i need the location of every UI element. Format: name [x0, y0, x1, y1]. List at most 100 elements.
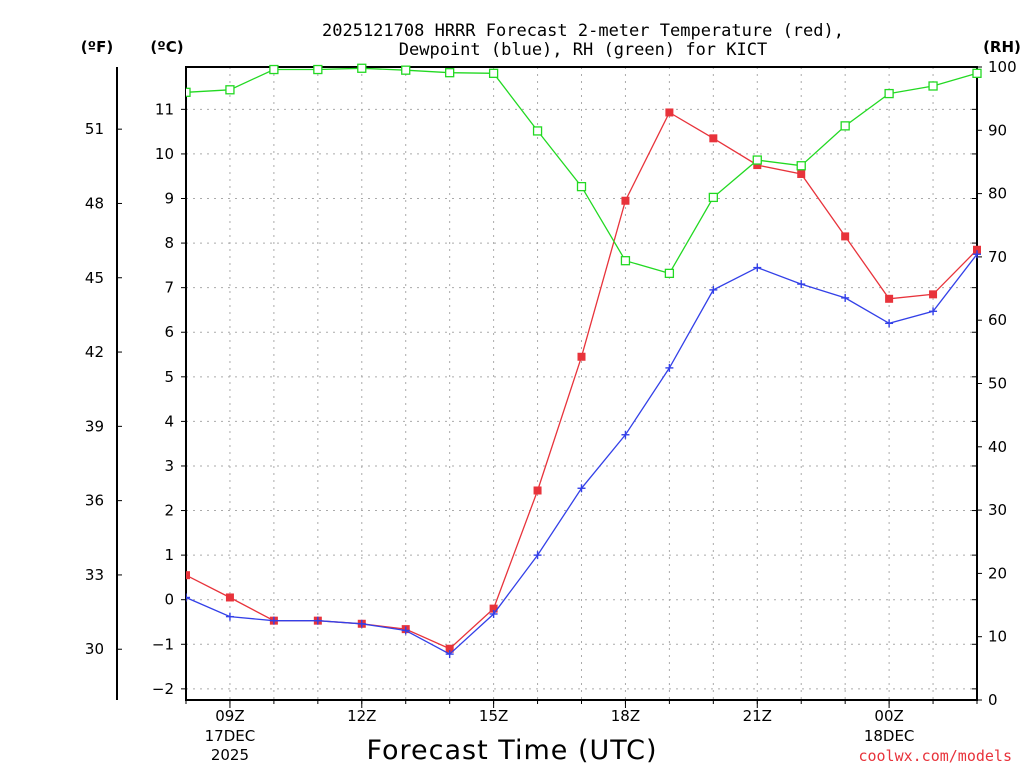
celsius-tick-label: 4 [164, 412, 174, 430]
rh-point [186, 87, 191, 97]
rh-point [576, 181, 587, 192]
temperature-point [841, 232, 850, 241]
rh-point [796, 161, 806, 171]
temperature-point [577, 352, 586, 361]
rh-tick-label: 30 [988, 501, 1007, 519]
x-tick-year-label: 2025 [211, 746, 249, 764]
rh-tick-label: 80 [988, 185, 1007, 203]
rh-point [488, 68, 499, 78]
temperature-line [186, 111, 978, 650]
celsius-tick-label: 11 [155, 100, 174, 118]
dewpoint-point [973, 250, 981, 259]
fahrenheit-tick-label: 48 [85, 194, 104, 212]
dewpoint-point [269, 616, 278, 625]
celsius-tick-label: −2 [152, 680, 174, 698]
celsius-unit-label: (ºC) [150, 38, 183, 56]
rh-tick-label: 50 [988, 375, 1007, 393]
series-dewpoint [186, 250, 981, 659]
rh-point [752, 155, 762, 165]
temperature-point [709, 134, 718, 143]
x-axis-label: Forecast Time (UTC) [366, 735, 657, 766]
rh-tick-label: 100 [988, 58, 1017, 76]
rh-point [357, 63, 367, 73]
x-tick-label: 18Z [611, 707, 640, 725]
temperature-point [973, 245, 981, 254]
rh-point [269, 64, 279, 75]
rh-tick-label: 90 [988, 121, 1007, 139]
dewpoint-point [489, 609, 498, 618]
dewpoint-point [709, 285, 718, 294]
dewpoint-point [841, 293, 850, 302]
celsius-tick-label: 0 [164, 591, 174, 609]
fahrenheit-unit-label: (ºF) [81, 38, 113, 56]
rh-unit-label: (RH) [983, 38, 1021, 56]
rh-tick-label: 10 [988, 628, 1007, 646]
rh-point [708, 192, 718, 203]
rh-point [972, 68, 982, 78]
celsius-tick-label: 3 [164, 457, 174, 475]
dewpoint-point [186, 593, 190, 602]
temperature-point [225, 593, 234, 602]
fahrenheit-tick-label: 33 [85, 566, 104, 584]
dewpoint-point [313, 616, 322, 625]
chart-title-line1: 2025121708 HRRR Forecast 2-meter Tempera… [322, 21, 844, 41]
rh-tick-label: 60 [988, 311, 1007, 329]
dewpoint-point [929, 307, 938, 316]
fahrenheit-tick-label: 36 [85, 492, 104, 510]
temperature-point [621, 196, 630, 205]
celsius-tick-label: 5 [164, 368, 174, 386]
dewpoint-point [401, 626, 410, 635]
x-tick-label: 09Z [215, 707, 244, 725]
rh-point [401, 65, 411, 75]
celsius-tick-label: −1 [152, 635, 174, 653]
rh-point [313, 64, 323, 75]
dewpoint-point [533, 551, 542, 560]
x-tick-label: 00Z [874, 707, 903, 725]
grid-layer [186, 67, 977, 700]
rh-point [884, 88, 894, 99]
dewpoint-line [186, 253, 978, 655]
rh-tick-label: 40 [988, 438, 1007, 456]
rh-tick-label: 20 [988, 564, 1007, 582]
dewpoint-point [665, 363, 674, 372]
series-layer [186, 63, 982, 659]
rh-point [532, 126, 543, 136]
temperature-point [929, 290, 938, 299]
dewpoint-point [225, 612, 234, 621]
rh-tick-label: 0 [988, 691, 998, 709]
dewpoint-point [357, 619, 366, 628]
temperature-point [445, 644, 454, 653]
temperature-point [489, 604, 498, 613]
x-tick-label: 21Z [743, 707, 772, 725]
x-tick-date-label: 17DEC [205, 727, 256, 745]
series-rh [186, 63, 982, 279]
dewpoint-point [445, 650, 454, 659]
temperature-point [665, 108, 674, 117]
rh-point [664, 268, 675, 279]
dewpoint-point [797, 280, 806, 289]
fahrenheit-tick-label: 30 [85, 640, 104, 658]
fahrenheit-tick-label: 39 [85, 417, 104, 435]
rh-point [928, 81, 938, 91]
rh-point [445, 68, 455, 78]
dewpoint-point [621, 430, 630, 439]
credit-text: coolwx.com/models [858, 747, 1012, 765]
celsius-tick-label: 8 [164, 234, 174, 252]
celsius-tick-label: 2 [164, 502, 174, 520]
rh-point [225, 85, 235, 95]
temperature-point [885, 294, 894, 303]
fahrenheit-tick-label: 45 [85, 269, 104, 287]
temperature-point [797, 169, 806, 178]
rh-point [840, 121, 850, 131]
rh-point [620, 256, 631, 266]
chart-title-line2: Dewpoint (blue), RH (green) for KICT [399, 40, 767, 60]
x-tick-label: 12Z [347, 707, 376, 725]
dewpoint-point [885, 319, 894, 328]
celsius-tick-label: 6 [164, 323, 174, 341]
celsius-tick-label: 9 [164, 190, 174, 208]
temperature-point [533, 486, 542, 495]
celsius-tick-label: 7 [164, 279, 174, 297]
dewpoint-point [753, 263, 762, 272]
temperature-point [186, 571, 190, 580]
